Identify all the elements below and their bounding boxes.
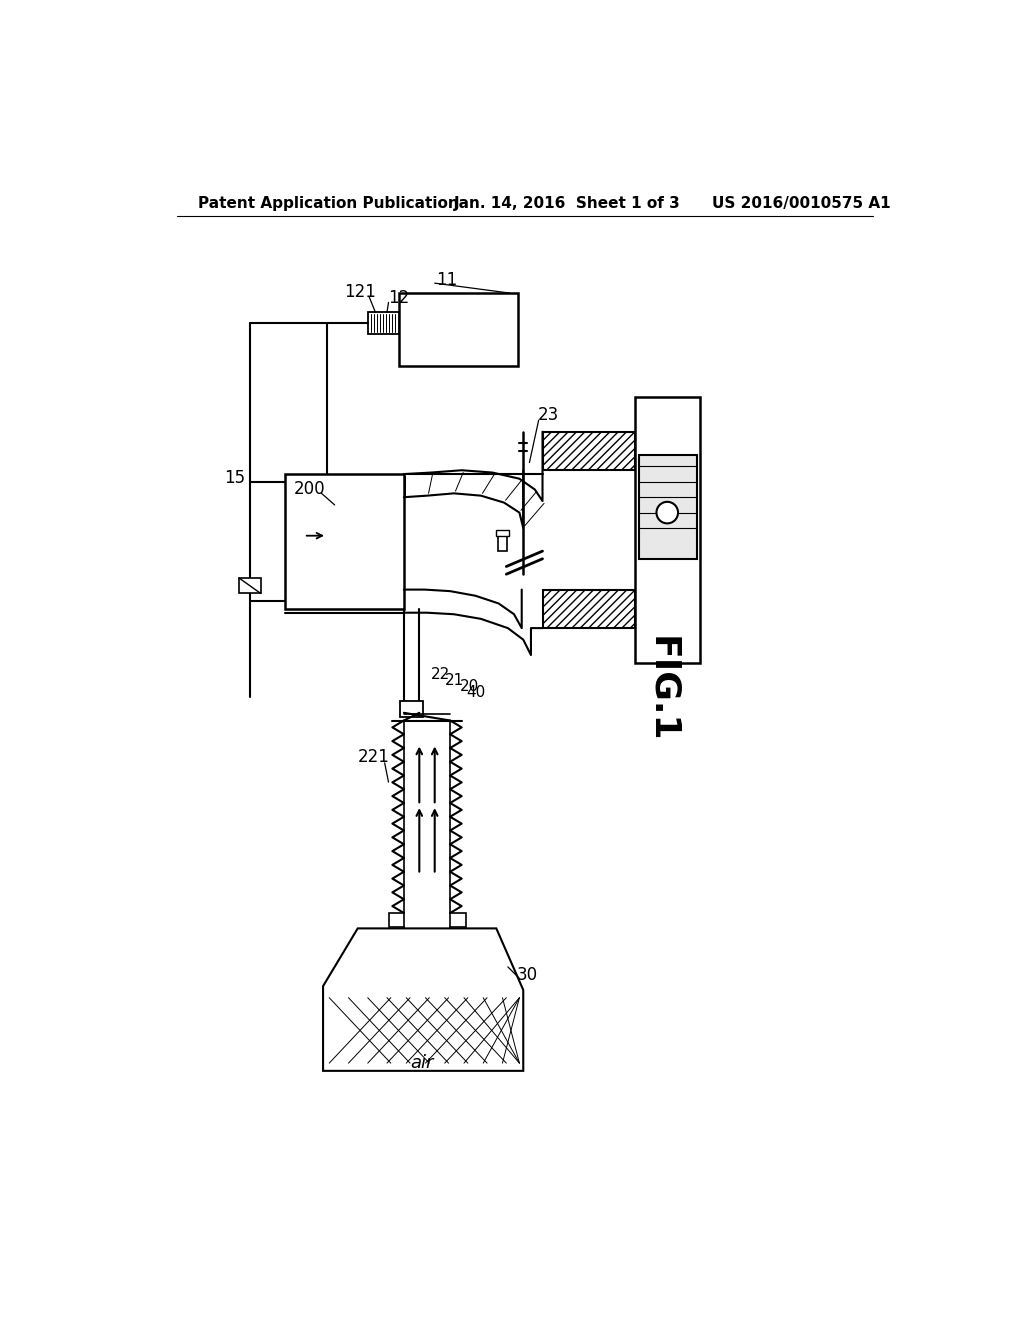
- Text: 12: 12: [388, 289, 410, 306]
- Bar: [635, 397, 700, 663]
- Text: 40: 40: [466, 685, 485, 701]
- Text: 20: 20: [460, 678, 479, 694]
- Bar: [285, 474, 403, 609]
- Bar: [451, 913, 466, 927]
- Bar: [388, 913, 403, 927]
- Text: Jan. 14, 2016  Sheet 1 of 3: Jan. 14, 2016 Sheet 1 of 3: [454, 195, 681, 211]
- Bar: [543, 590, 635, 628]
- Text: 30: 30: [516, 966, 538, 983]
- Bar: [240, 578, 261, 594]
- Bar: [398, 293, 518, 367]
- Text: 15: 15: [224, 469, 245, 487]
- Bar: [497, 529, 509, 536]
- Text: 121: 121: [344, 284, 376, 301]
- Bar: [639, 455, 696, 558]
- Text: 23: 23: [538, 405, 559, 424]
- Bar: [498, 535, 507, 552]
- Bar: [543, 432, 635, 470]
- Text: air: air: [410, 1055, 433, 1072]
- Text: Patent Application Publication: Patent Application Publication: [199, 195, 459, 211]
- Bar: [368, 313, 398, 334]
- Text: 22: 22: [430, 667, 450, 682]
- Text: 21: 21: [445, 673, 464, 688]
- Bar: [400, 701, 423, 717]
- Polygon shape: [323, 928, 523, 1071]
- Text: 11: 11: [436, 271, 458, 289]
- Text: FIG.1: FIG.1: [645, 636, 679, 743]
- Circle shape: [656, 502, 678, 524]
- Text: 221: 221: [358, 748, 390, 767]
- Text: 200: 200: [294, 480, 325, 499]
- Text: US 2016/0010575 A1: US 2016/0010575 A1: [712, 195, 891, 211]
